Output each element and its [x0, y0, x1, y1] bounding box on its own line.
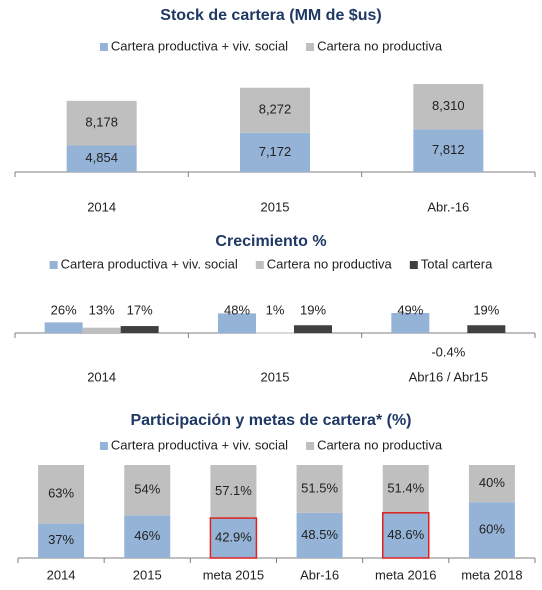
data-label: 19%	[473, 302, 499, 317]
bar-segment	[296, 512, 343, 558]
data-label: 40%	[479, 475, 505, 490]
data-label: 49%	[397, 302, 423, 317]
data-label: 51.5%	[301, 480, 338, 495]
legend-swatch	[306, 43, 315, 51]
data-label: 1%	[266, 302, 285, 317]
data-label: 46%	[134, 528, 160, 543]
x-tick-label: Abr-16	[300, 567, 339, 582]
legend-swatch	[409, 261, 418, 269]
data-label: 8,178	[85, 115, 118, 130]
x-tick-label: 2015	[261, 199, 290, 214]
bar-segment	[66, 100, 137, 146]
legend-swatch	[99, 442, 108, 450]
data-label: 8,272	[259, 102, 292, 117]
data-label: 54%	[134, 482, 160, 497]
bar	[218, 313, 256, 333]
x-tick-label: meta 2016	[375, 567, 436, 582]
data-label: 7,812	[432, 142, 465, 157]
chart-title: Stock de cartera (MM de $us)	[160, 7, 381, 24]
x-tick-label: 2014	[87, 369, 116, 384]
bar	[467, 325, 506, 333]
data-label: 17%	[127, 302, 153, 317]
chart-title: Participación y metas de cartera* (%)	[130, 412, 411, 429]
bar	[391, 313, 430, 333]
bar-segment	[210, 518, 257, 558]
data-label: 60%	[479, 522, 505, 537]
bar	[294, 325, 332, 333]
bar-segment	[240, 132, 310, 172]
legend-swatch	[255, 261, 264, 269]
bar-segment	[124, 515, 171, 558]
bar-segment	[468, 502, 515, 558]
legend-label: Cartera productiva + viv. social	[61, 256, 238, 271]
bar	[82, 327, 121, 333]
bar-segment	[296, 465, 343, 513]
highlight-outline	[209, 517, 258, 559]
bar-segment	[382, 465, 429, 513]
data-label: 19%	[300, 302, 326, 317]
bar-segment	[210, 465, 257, 519]
legend-label: Cartera no productiva	[317, 38, 443, 53]
bar	[44, 322, 83, 333]
data-label: 42.9%	[215, 529, 252, 544]
legend-swatch	[306, 442, 315, 450]
bar	[120, 326, 159, 333]
bar-segment	[240, 87, 310, 133]
data-label: 26%	[51, 302, 77, 317]
bar-segment	[124, 465, 171, 516]
data-label: 48.6%	[387, 527, 424, 542]
data-label: 48.5%	[301, 527, 338, 542]
x-tick-label: meta 2018	[461, 567, 522, 582]
x-tick-label: Abr.-16	[427, 199, 469, 214]
bar-segment	[413, 84, 484, 130]
data-label: -0.4%	[431, 344, 465, 359]
legend-swatch	[49, 261, 58, 269]
x-tick-label: 2015	[261, 369, 290, 384]
legend-label: Cartera productiva + viv. social	[111, 38, 288, 53]
data-label: 8,310	[432, 98, 465, 113]
chart-title: Crecimiento %	[215, 233, 326, 250]
data-label: 13%	[89, 302, 115, 317]
bar-segment	[38, 465, 85, 524]
legend-label: Cartera no productiva	[267, 256, 393, 271]
data-label: 4,854	[85, 150, 118, 165]
x-tick-label: 2014	[87, 199, 116, 214]
bar-segment	[382, 512, 429, 558]
data-label: 51.4%	[387, 480, 424, 495]
data-label: 37%	[48, 532, 74, 547]
legend-label: Total cartera	[421, 256, 493, 271]
bar-segment	[38, 523, 85, 558]
data-label: 63%	[48, 486, 74, 501]
bar	[256, 332, 294, 334]
legend-swatch	[99, 43, 108, 51]
bar-segment	[66, 145, 137, 172]
x-tick-label: meta 2015	[203, 567, 264, 582]
x-tick-label: 2014	[47, 567, 76, 582]
bar-segment	[413, 129, 484, 172]
data-label: 57.1%	[215, 483, 252, 498]
highlight-outline	[382, 512, 430, 559]
legend-label: Cartera productiva + viv. social	[111, 437, 288, 452]
bar-segment	[468, 465, 515, 503]
data-label: 48%	[224, 302, 250, 317]
data-label: 7,172	[259, 144, 292, 159]
legend-label: Cartera no productiva	[317, 437, 443, 452]
x-tick-label: Abr16 / Abr15	[409, 369, 489, 384]
x-tick-label: 2015	[133, 567, 162, 582]
bar	[429, 333, 468, 334]
